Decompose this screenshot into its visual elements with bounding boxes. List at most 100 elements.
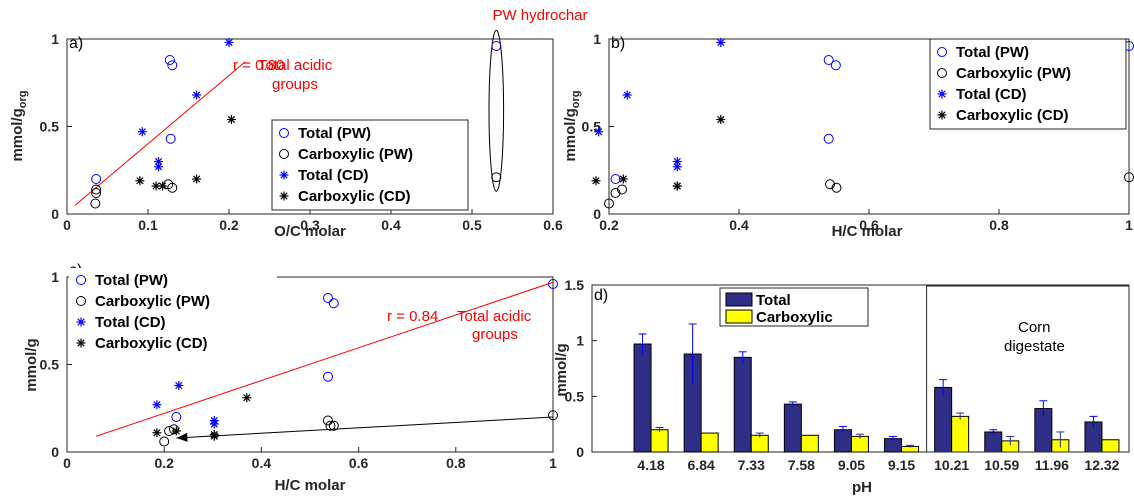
panel-a-point-s3	[158, 181, 168, 191]
panel-c-legend-label: Carboxylic (PW)	[95, 293, 210, 310]
panel-d-xtick-label: 10.59	[984, 457, 1019, 473]
panel-a-legend-marker	[279, 149, 289, 159]
panel-b-ytick-label: 1	[593, 31, 601, 47]
panel-a-ytick-label: 0.5	[40, 119, 60, 135]
panel-c-point-s0	[322, 293, 333, 303]
panel-a-point-s0	[164, 55, 175, 65]
panel-c-point-s0	[328, 298, 339, 309]
panel-a-xtick-label: 0.1	[138, 217, 158, 233]
panel-b-point-s0	[823, 133, 834, 144]
panel-b-legend-marker	[937, 110, 947, 120]
panel-d-xtick-label: 12.32	[1084, 457, 1119, 473]
panel-b-point-s2	[716, 38, 726, 47]
panel-a-point-s2	[137, 127, 147, 137]
panel-b-legend-marker	[937, 89, 947, 99]
panel-a-legend-marker	[279, 191, 289, 201]
panel-b-point-s1	[825, 179, 835, 190]
panel-b-point-s3	[716, 115, 726, 124]
panel-c-point-s2	[174, 381, 184, 390]
panel-c-legend-label: Total (PW)	[95, 272, 168, 289]
panel-d-legend-swatch	[725, 292, 753, 307]
panel-a-fit-label-1: Total acidic	[258, 57, 333, 74]
panel-c-point-s0	[171, 412, 182, 422]
panel-b-xtick-label: 0.8	[989, 217, 1009, 233]
panel-c-point-s3	[152, 428, 162, 438]
panel-b-point-s1	[604, 198, 614, 209]
panel-b-legend-label: Total (CD)	[956, 86, 1027, 103]
panel-d-bar-s0	[733, 356, 752, 453]
panel-a-ylabel-sub: org	[17, 90, 29, 108]
panel-c-ylabel: mmol/g	[23, 338, 40, 391]
panel-a-xtick-label: 0.2	[219, 217, 239, 233]
panel-d-annotation-2: digestate	[1004, 338, 1065, 355]
panel-a-legend-marker	[279, 170, 289, 180]
panel-d-bar-s1	[1101, 439, 1120, 453]
panel-a-fit-label-2: groups	[272, 76, 318, 93]
panel-a-point-s1	[91, 184, 102, 195]
panel-a-r-value: r = 0.80	[233, 57, 284, 74]
panel-a-legend-label: Carboxylic (PW)	[298, 146, 413, 163]
panel-c-legend-marker	[76, 317, 86, 327]
panel-c-fit-line	[96, 281, 554, 437]
panel-a-ytick-label: 1	[51, 31, 59, 47]
panel-a-point-s2	[224, 38, 234, 47]
panel-d-xtick-label: 7.33	[738, 457, 765, 473]
panel-a-legend-label: Total (PW)	[298, 125, 371, 142]
panel-c-legend-marker	[76, 296, 86, 306]
panel-c-point-s2	[209, 419, 219, 429]
panel-a-label: a)	[69, 35, 83, 52]
panel-d-xtick-label: 11.96	[1035, 457, 1069, 473]
panel-d-bar-s0	[783, 403, 802, 453]
panel-c-point-s0	[548, 279, 558, 289]
panel-c-point-s1	[159, 436, 170, 447]
panel-c-ytick-label: 0.5	[40, 357, 60, 373]
panel-b-point-s1	[610, 188, 621, 198]
panel-c-legend-marker	[76, 275, 86, 285]
panel-d-xtick-label: 7.58	[788, 457, 815, 473]
panel-b-xtick-label: 0.2	[599, 217, 619, 233]
panel-a-point-s1	[90, 198, 101, 209]
panel-b-point-s2	[622, 90, 632, 100]
panel-c-point-s0	[322, 371, 333, 382]
panel-a-hydrochar-label: PW hydrochar	[492, 7, 587, 24]
panel-b-label: b)	[611, 35, 625, 52]
panel-a: 0 0.1 0.2 0.3 0.4 0.5 0.6 0 0.5 1 a) O/C molar mm…	[9, 7, 588, 240]
panel-c-legend: Total (PW) Carboxylic (PW) Total (CD) Carbo…	[69, 268, 277, 358]
panel-c-arrow-line	[176, 416, 554, 439]
panel-c-fit-label-1: Total acidic	[457, 308, 532, 325]
panel-d-xtick-label: 10.21	[934, 457, 969, 473]
panel-d: 0 0.5 1 1.5 4.18 6.84 7.33 7.58 9.05 9.15 10.21 10.…	[553, 277, 1130, 496]
panel-c-legend-marker	[76, 338, 86, 348]
panel-c-xtick-label: 0	[63, 455, 71, 471]
panel-a-legend-label: Carboxylic (CD)	[298, 188, 411, 205]
panel-a-xtick-label: 0.3	[300, 217, 320, 233]
panel-c-xlabel: H/C molar	[275, 477, 346, 494]
panel-a-point-s1	[167, 182, 178, 193]
panel-d-ytick-label: 0.5	[565, 388, 585, 404]
panel-b-point-s0	[830, 60, 841, 71]
panel-d-bar-s0	[934, 386, 953, 453]
panel-c-point-s1	[328, 420, 339, 431]
panel-a-xtick-label: 0.5	[462, 217, 482, 233]
panel-a-point-s2	[192, 90, 202, 100]
panel-a-point-s1	[91, 188, 102, 198]
panel-b-legend: Total (PW) Carboxylic (PW) Total (CD) Carbo…	[929, 38, 1127, 130]
panel-d-xtick-label: 9.15	[888, 457, 915, 473]
panel-d-legend-swatch	[725, 309, 753, 324]
panel-a-point-s3	[135, 176, 145, 186]
panel-d-xtick-label: 9.05	[838, 457, 865, 473]
panel-a-point-s3	[192, 174, 202, 184]
panel-b-ylabel-sub: org	[570, 90, 582, 108]
panel-d-bar-s1	[700, 432, 719, 453]
panel-d-xtick-label: 4.18	[637, 457, 664, 473]
panel-c-point-s3	[242, 393, 252, 403]
panel-c-fit-label-2: groups	[472, 326, 518, 343]
panel-d-bar-s1	[800, 434, 819, 453]
panel-d-label: d)	[594, 287, 608, 304]
panel-d-legend-label: Total	[756, 292, 791, 309]
panel-a-point-s0	[167, 60, 178, 71]
panel-b-point-s3	[672, 181, 682, 191]
panel-d-ylabel: mmol/g	[553, 343, 570, 396]
